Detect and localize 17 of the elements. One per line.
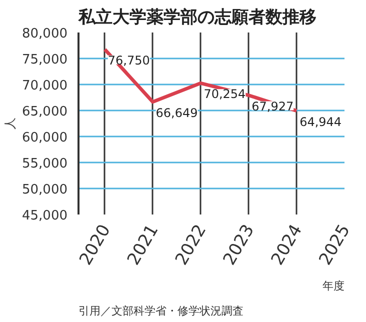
y-axis-title: 人 — [3, 118, 18, 130]
text: 67,927 — [252, 99, 294, 114]
y-tick-label: 80,000 — [22, 26, 68, 42]
y-tick-label: 60,000 — [22, 130, 68, 146]
y-tick-label: 65,000 — [22, 104, 68, 120]
x-axis-title: 年度 — [322, 280, 344, 292]
text: 引用／文部科学省・修学状況調査 — [78, 304, 244, 318]
text: 76,750 — [108, 53, 150, 68]
text: 70,254 — [204, 87, 246, 102]
text: 66,649 — [156, 106, 198, 120]
y-tick-label: 55,000 — [22, 156, 68, 172]
y-tick-label: 70,000 — [22, 78, 68, 94]
text: 64,944 — [300, 114, 342, 129]
y-tick-label: 50,000 — [22, 182, 68, 198]
y-tick-label: 45,000 — [22, 208, 68, 224]
chart-title: 私立大学薬学部の志願者数推移 — [78, 8, 316, 28]
y-tick-label: 75,000 — [22, 52, 68, 68]
